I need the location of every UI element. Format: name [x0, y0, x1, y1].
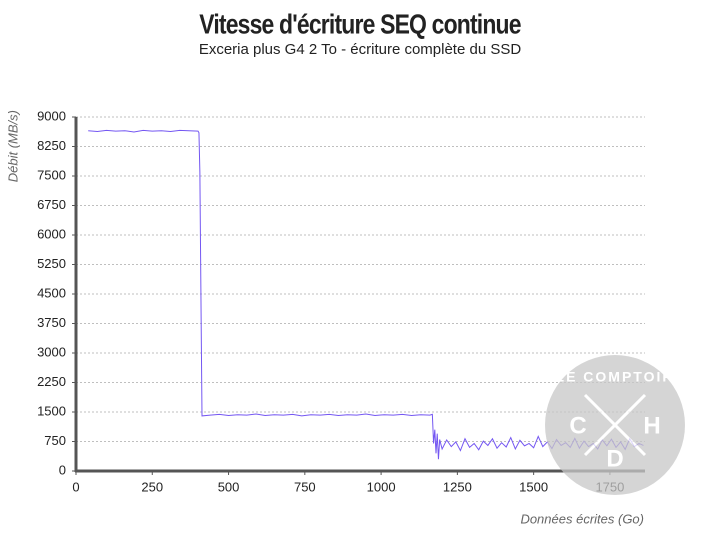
- y-tick-label: 0: [59, 462, 66, 477]
- y-tick-label: 8250: [37, 138, 66, 153]
- y-tick-label: 7500: [37, 167, 66, 182]
- y-tick-label: 3750: [37, 315, 66, 330]
- y-axis-label: Débit (MB/s): [5, 110, 20, 182]
- y-tick-label: 5250: [37, 256, 66, 271]
- watermark-letter: H: [643, 412, 660, 439]
- x-tick-label: 0: [72, 479, 79, 494]
- watermark-letter: D: [606, 445, 623, 472]
- watermark: LE COMPTOIR C H D: [545, 355, 685, 495]
- plot: 0750150022503000375045005250600067507500…: [37, 108, 645, 494]
- y-tick-label: 3000: [37, 344, 66, 359]
- x-axis-label: Données écrites (Go): [520, 511, 644, 526]
- watermark-text: LE COMPTOIR: [556, 369, 675, 385]
- x-tick-label: 1000: [367, 479, 396, 494]
- x-tick-label: 750: [294, 479, 316, 494]
- y-tick-label: 2250: [37, 374, 66, 389]
- x-tick-label: 500: [218, 479, 240, 494]
- y-tick-label: 4500: [37, 285, 66, 300]
- y-tick-label: 9000: [37, 108, 66, 123]
- x-tick-label: 1250: [443, 479, 472, 494]
- y-tick-label: 6000: [37, 226, 66, 241]
- y-tick-label: 6750: [37, 197, 66, 212]
- chart-title: Vitesse d'écriture SEQ continue: [199, 9, 521, 40]
- y-tick-label: 1500: [37, 403, 66, 418]
- watermark-letter: C: [569, 412, 586, 439]
- watermark-cross: [583, 393, 647, 457]
- chart-subtitle: Exceria plus G4 2 To - écriture complète…: [199, 41, 522, 58]
- y-tick-label: 750: [44, 433, 66, 448]
- x-tick-label: 1500: [519, 479, 548, 494]
- x-tick-label: 250: [141, 479, 163, 494]
